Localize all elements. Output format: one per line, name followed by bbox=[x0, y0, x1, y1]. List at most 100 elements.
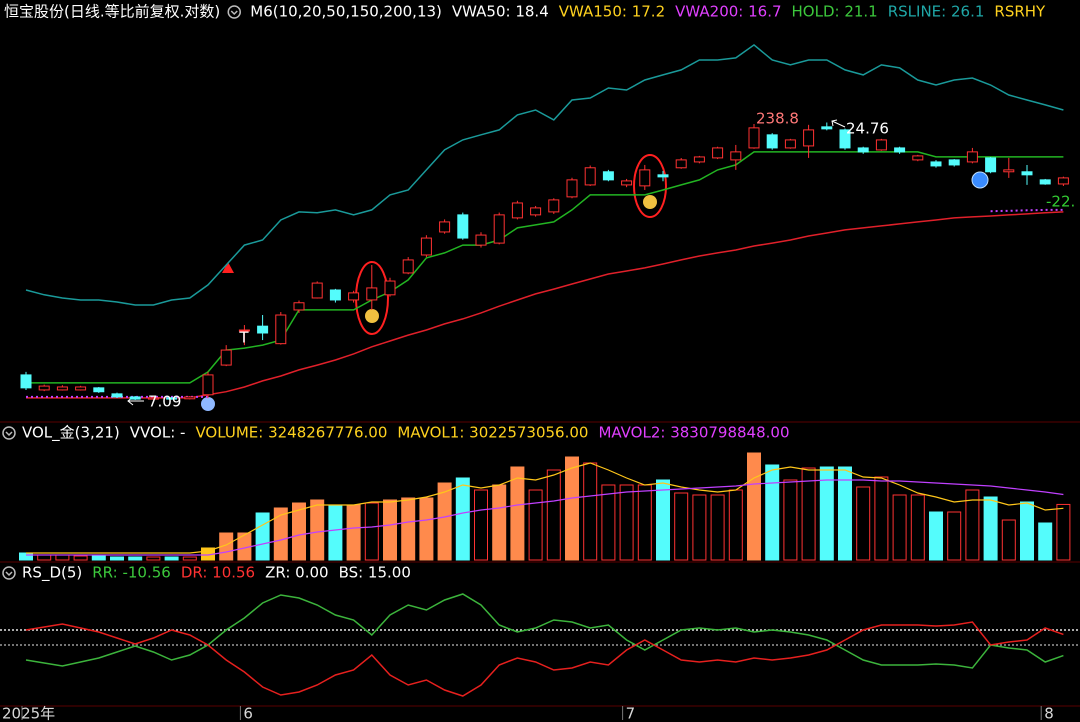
candle-body bbox=[548, 199, 560, 213]
candle-body bbox=[475, 234, 487, 246]
candle-body bbox=[748, 127, 760, 149]
candle-body bbox=[1021, 171, 1033, 176]
volume-bar bbox=[619, 484, 634, 561]
header-text: BS: 15.00 bbox=[339, 564, 411, 582]
money-bag-icon bbox=[365, 309, 379, 323]
candle-body bbox=[348, 292, 360, 301]
candle-body bbox=[966, 151, 978, 163]
volume-bar bbox=[437, 482, 452, 561]
candle-body bbox=[366, 287, 378, 301]
candle-body bbox=[530, 207, 542, 216]
candle-body bbox=[202, 374, 214, 396]
highlight-ellipse bbox=[633, 154, 667, 218]
candle-body bbox=[275, 314, 287, 345]
annotation: T bbox=[238, 329, 249, 347]
volume-bar bbox=[182, 556, 197, 561]
candle-body bbox=[584, 167, 596, 186]
volume-bar bbox=[528, 489, 543, 561]
annotation: -22. bbox=[1046, 193, 1075, 211]
volume-bar bbox=[1056, 503, 1071, 561]
candle-body bbox=[821, 126, 833, 130]
volume-bar bbox=[747, 452, 761, 561]
volume-bar bbox=[838, 466, 852, 561]
volume-bar bbox=[346, 504, 361, 561]
candle-body bbox=[220, 349, 232, 366]
panel-icon bbox=[5, 571, 13, 577]
volume-bar bbox=[728, 489, 743, 561]
header-text: MAVOL1: 3022573056.00 bbox=[397, 424, 588, 442]
candle-body bbox=[1003, 169, 1015, 173]
candle-body bbox=[129, 396, 141, 400]
series-line bbox=[25, 43, 1064, 306]
candle-body bbox=[1057, 177, 1069, 185]
volume-bar bbox=[965, 489, 980, 561]
series-line bbox=[26, 151, 1064, 384]
x-tick-label: 8 bbox=[1044, 705, 1054, 722]
candle-body bbox=[111, 393, 123, 398]
volume-bar bbox=[983, 496, 998, 561]
series-line bbox=[26, 479, 1064, 556]
header-text: RSRHY bbox=[994, 3, 1046, 21]
candle-body bbox=[693, 156, 705, 163]
annotation: 7.09 bbox=[148, 393, 181, 411]
volume-bar bbox=[601, 484, 616, 561]
candle-body bbox=[712, 147, 724, 159]
candle-body bbox=[803, 129, 815, 147]
volume-bar bbox=[383, 499, 397, 561]
volume-bar bbox=[565, 456, 579, 561]
volume-bar bbox=[492, 484, 507, 561]
header-text: VVOL: - bbox=[130, 424, 186, 442]
candle-body bbox=[766, 134, 778, 149]
candle-body bbox=[621, 180, 633, 186]
volume-bar bbox=[401, 497, 416, 561]
volume-bar bbox=[164, 556, 179, 561]
candle-body bbox=[1039, 179, 1051, 185]
x-tick-label: 7 bbox=[626, 705, 636, 722]
candle-body bbox=[894, 147, 906, 153]
candle-body bbox=[566, 179, 578, 198]
volume-bar bbox=[765, 464, 780, 561]
candle-body bbox=[56, 386, 68, 391]
signal-ball bbox=[971, 171, 989, 189]
volume-bar bbox=[546, 469, 561, 561]
candle-body bbox=[257, 325, 269, 334]
volume-bar bbox=[819, 466, 834, 561]
candle-body bbox=[20, 374, 32, 389]
volume-bar bbox=[455, 477, 470, 561]
volume-bar bbox=[19, 552, 33, 561]
header-text: ZR: 0.00 bbox=[265, 564, 328, 582]
candle-body bbox=[784, 139, 796, 149]
volume-bar bbox=[1020, 501, 1034, 561]
candle-body bbox=[875, 139, 887, 151]
volume-bar bbox=[801, 467, 816, 561]
panel-icon bbox=[2, 426, 16, 440]
volume-bar bbox=[1038, 522, 1053, 561]
header-text: RSLINE: 26.1 bbox=[888, 3, 985, 21]
candle-body bbox=[602, 171, 614, 181]
volume-bar bbox=[874, 476, 889, 561]
candle-body bbox=[675, 159, 687, 169]
volume-bar bbox=[783, 479, 798, 561]
header-text: RR: -10.56 bbox=[92, 564, 171, 582]
candle-body bbox=[948, 159, 960, 166]
signal-ball bbox=[201, 397, 215, 411]
candle-body bbox=[147, 397, 159, 400]
candle-body bbox=[657, 174, 669, 178]
candle-body bbox=[329, 289, 341, 301]
volume-bar bbox=[255, 512, 270, 561]
candle-body bbox=[730, 151, 742, 161]
volume-bar bbox=[55, 554, 70, 561]
candle-body bbox=[930, 161, 942, 167]
series-line bbox=[25, 593, 1064, 669]
volume-bar bbox=[510, 466, 525, 561]
candle-body bbox=[839, 129, 851, 149]
volume-bar bbox=[474, 489, 488, 561]
volume-bar bbox=[364, 502, 379, 561]
candle-body bbox=[439, 221, 451, 233]
header-text: VWA50: 18.4 bbox=[452, 3, 549, 21]
volume-bar bbox=[947, 511, 962, 561]
volume-bar bbox=[110, 556, 124, 561]
header-text: DR: 10.56 bbox=[181, 564, 255, 582]
